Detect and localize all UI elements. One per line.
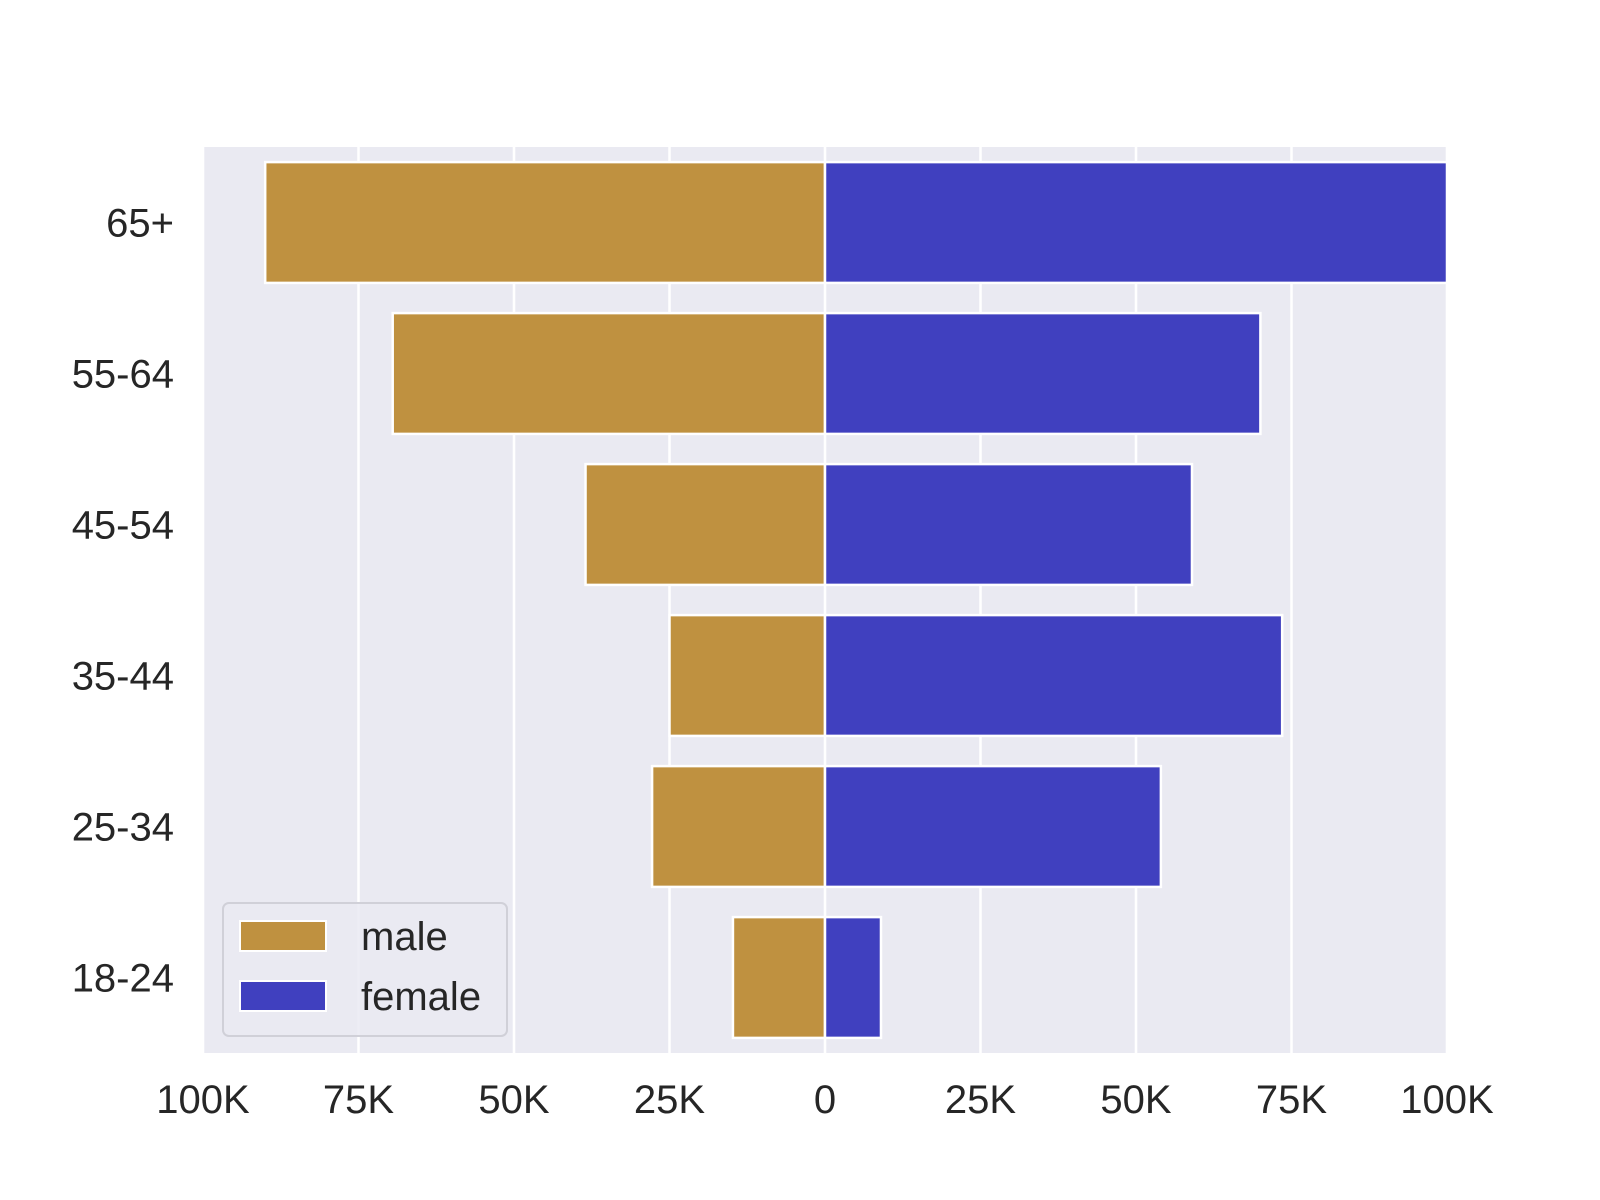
x-tick-label: 100K [1400, 1078, 1494, 1122]
legend-label-male: male [361, 915, 448, 959]
bars [263, 160, 1449, 1040]
bar-female-45-54 [823, 462, 1194, 587]
x-tick-label: 0 [814, 1078, 836, 1122]
legend: male female [222, 902, 508, 1037]
x-tick-label: 25K [945, 1078, 1016, 1122]
x-tick-label: 25K [634, 1078, 705, 1122]
x-tick-label: 50K [478, 1078, 549, 1122]
bar-male-18-24 [731, 915, 827, 1040]
x-tick-labels: 100K 75K 50K 25K 0 25K 50K 75K 100K [156, 1078, 1494, 1122]
y-tick-label: 65+ [106, 202, 174, 246]
legend-label-female: female [361, 975, 481, 1019]
bar-male-65+ [263, 160, 827, 285]
y-tick-label: 35-44 [72, 655, 174, 699]
bar-female-18-24 [823, 915, 883, 1040]
x-tick-label: 50K [1100, 1078, 1171, 1122]
y-tick-label: 45-54 [72, 504, 174, 548]
grid-lines [201, 147, 1449, 1053]
bar-female-35-44 [823, 613, 1284, 738]
y-tick-label: 55-64 [72, 353, 174, 397]
bar-male-35-44 [668, 613, 827, 738]
legend-swatch-male [239, 920, 327, 952]
bar-male-55-64 [391, 311, 827, 436]
bar-female-65+ [823, 160, 1449, 285]
y-tick-label: 18-24 [72, 957, 174, 1001]
bar-female-55-64 [823, 311, 1262, 436]
x-tick-label: 100K [156, 1078, 250, 1122]
bar-male-45-54 [584, 462, 827, 587]
y-tick-labels: 65+ 55-64 45-54 35-44 25-34 18-24 [72, 202, 174, 1001]
y-tick-label: 25-34 [72, 806, 174, 850]
bar-male-25-34 [650, 764, 827, 889]
x-tick-label: 75K [323, 1078, 394, 1122]
x-tick-label: 75K [1256, 1078, 1327, 1122]
bar-female-25-34 [823, 764, 1163, 889]
legend-swatch-female [239, 980, 327, 1012]
